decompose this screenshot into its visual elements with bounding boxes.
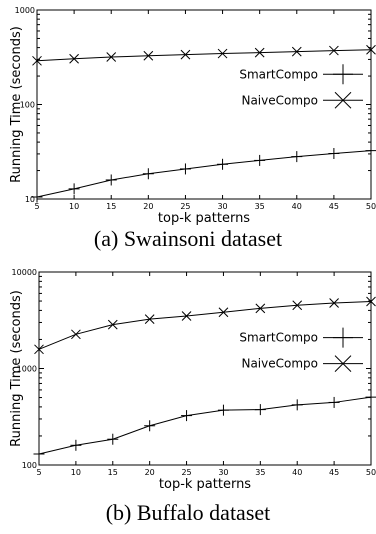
x-tick-label: 40	[292, 468, 302, 477]
legend-marker	[334, 91, 352, 109]
data-point-naivecompo	[255, 303, 266, 314]
data-point-naivecompo	[144, 314, 155, 324]
series-line-smartcompo	[38, 396, 372, 455]
data-point-smartcompo	[107, 433, 119, 445]
data-point-naivecompo	[329, 45, 339, 56]
data-point-smartcompo	[31, 191, 43, 203]
data-point-naivecompo	[366, 44, 376, 55]
legend-label: NaiveCompo	[241, 357, 318, 371]
legend-label: SmartCompo	[239, 67, 318, 81]
chart-panel-swainsoni: 5 10 15 20 25 30 35 40 45 50 10 100 1000 top-k patter…	[9, 6, 376, 251]
legend-label: NaiveCompo	[241, 93, 318, 107]
chart-buffalo: 5 10 15 20 25 30 35 40 45 50 100 1000 10000 top-k pat…	[9, 268, 376, 492]
y-tick-label: 10	[25, 195, 35, 204]
x-tick-label: 45	[329, 468, 339, 477]
data-point-smartcompo	[142, 168, 154, 180]
chart-panel-buffalo: 5 10 15 20 25 30 35 40 45 50 100 1000 10000 top-k pat…	[0, 262, 376, 534]
data-point-naivecompo	[34, 344, 44, 355]
data-point-smartcompo	[291, 399, 303, 411]
data-point-smartcompo	[291, 151, 303, 163]
data-point-naivecompo	[69, 53, 79, 64]
x-tick-label: 30	[218, 468, 228, 477]
x-tick-label: 50	[366, 202, 376, 211]
x-tick-label: 40	[292, 202, 302, 211]
data-point-naivecompo	[106, 52, 117, 62]
chart-caption: (b) Buffalo dataset	[105, 500, 271, 525]
legend-marker	[333, 64, 353, 85]
x-tick-label: 5	[34, 202, 39, 211]
y-tick-label: 1000	[17, 365, 37, 374]
y-tick-label: 100	[20, 101, 35, 110]
x-axis-label: top-k patterns	[159, 477, 251, 492]
legend-marker	[334, 355, 352, 372]
y-axis-label: Running Time (seconds)	[9, 26, 24, 183]
x-tick-label: 20	[145, 468, 155, 477]
data-point-smartcompo	[144, 420, 156, 432]
data-point-smartcompo	[365, 145, 376, 157]
series-line-smartcompo	[36, 150, 372, 198]
data-point-smartcompo	[328, 148, 340, 160]
data-point-naivecompo	[180, 49, 191, 60]
data-point-smartcompo	[181, 410, 193, 422]
data-point-smartcompo	[217, 158, 229, 170]
y-tick-label: 10000	[12, 268, 37, 277]
x-tick-label: 50	[366, 468, 376, 477]
data-point-naivecompo	[218, 307, 229, 318]
y-tick-label: 1000	[15, 6, 35, 15]
data-point-naivecompo	[217, 48, 228, 59]
x-tick-label: 10	[71, 468, 81, 477]
series-line-naivecompo	[36, 49, 372, 62]
data-point-smartcompo	[179, 163, 191, 175]
x-tick-label: 15	[108, 468, 118, 477]
data-point-naivecompo	[71, 329, 81, 340]
plot-frame	[38, 271, 372, 466]
data-point-naivecompo	[254, 47, 265, 58]
series-line-naivecompo	[38, 300, 372, 350]
data-point-smartcompo	[254, 404, 266, 416]
x-tick-label: 30	[217, 202, 227, 211]
y-tick-label: 100	[22, 461, 37, 470]
x-tick-label: 35	[255, 468, 265, 477]
data-point-naivecompo	[292, 300, 303, 311]
data-point-smartcompo	[105, 174, 117, 186]
legend-label: SmartCompo	[239, 331, 318, 345]
x-tick-label: 25	[181, 468, 191, 477]
x-tick-label: 35	[255, 202, 265, 211]
chart-caption: (a) Swainsoni dataset	[93, 226, 283, 251]
x-tick-label: 45	[329, 202, 339, 211]
x-tick-label: 20	[143, 202, 153, 211]
data-point-smartcompo	[328, 396, 340, 408]
x-tick-label: 10	[69, 202, 79, 211]
data-point-smartcompo	[70, 439, 82, 451]
legend-marker	[333, 327, 353, 348]
data-point-naivecompo	[181, 311, 192, 321]
data-point-naivecompo	[366, 296, 376, 307]
plot-frame	[36, 9, 372, 200]
x-tick-label: 25	[180, 202, 190, 211]
data-point-naivecompo	[291, 46, 302, 57]
data-point-naivecompo	[143, 50, 154, 61]
data-point-naivecompo	[32, 55, 42, 66]
x-tick-label: 15	[106, 202, 116, 211]
data-point-naivecompo	[107, 319, 118, 330]
x-axis-label: top-k patterns	[158, 211, 250, 226]
data-point-smartcompo	[68, 183, 80, 195]
data-point-smartcompo	[254, 154, 266, 166]
x-tick-label: 5	[36, 468, 41, 477]
data-point-smartcompo	[217, 404, 229, 416]
data-point-smartcompo	[33, 448, 45, 460]
data-point-naivecompo	[329, 298, 339, 308]
data-point-smartcompo	[365, 391, 376, 403]
y-axis-label: Running Time (seconds)	[9, 290, 24, 447]
